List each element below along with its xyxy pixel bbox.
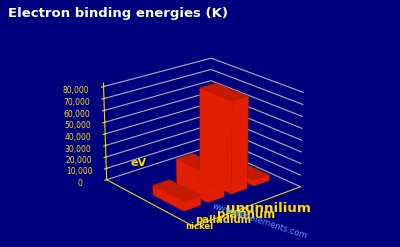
Text: www.webelements.com: www.webelements.com (211, 201, 308, 240)
Text: Electron binding energies (K): Electron binding energies (K) (8, 7, 228, 21)
